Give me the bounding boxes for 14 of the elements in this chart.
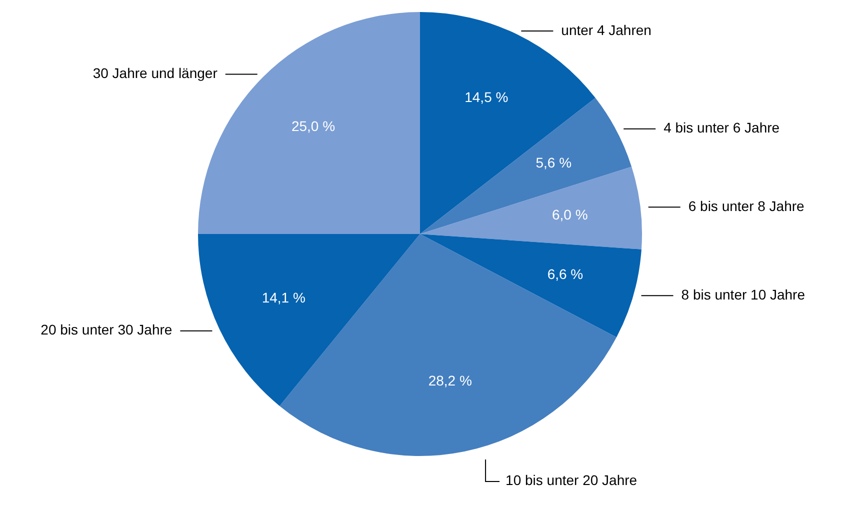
data-label: 5,6 % — [536, 154, 572, 170]
slice-label: 6 bis unter 8 Jahre — [688, 198, 805, 214]
slice-label: 4 bis unter 6 Jahre — [664, 120, 780, 136]
data-label: 28,2 % — [428, 372, 472, 389]
data-label: 14,1 % — [262, 289, 306, 306]
data-label: 6,6 % — [547, 266, 584, 282]
data-label: 6,0 % — [552, 206, 588, 223]
slice-label: 20 bis unter 30 Jahre — [40, 322, 172, 338]
slice-label: 8 bis unter 10 Jahre — [681, 286, 806, 302]
slice-label: 10 bis unter 20 Jahre — [506, 472, 638, 488]
data-label: 25,0 % — [291, 118, 336, 134]
slice-label: 30 Jahre und länger — [92, 64, 218, 81]
data-label: 14,5 % — [464, 89, 508, 106]
slice-label: unter 4 Jahren — [561, 22, 652, 38]
